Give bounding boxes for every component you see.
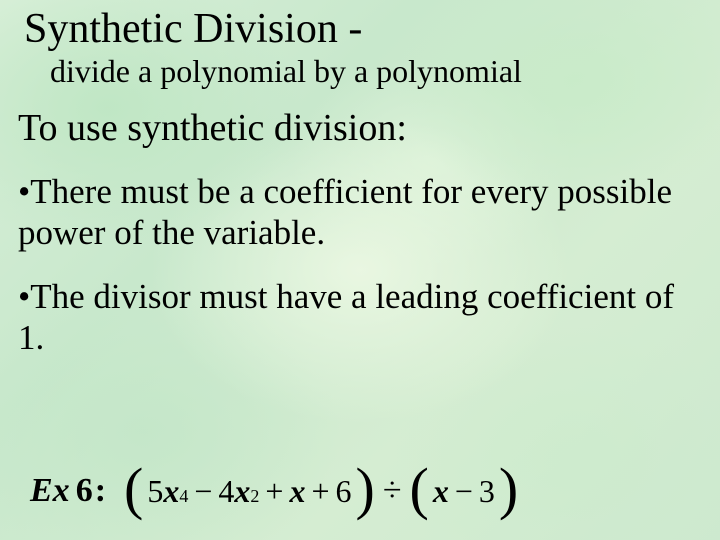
op1: − — [188, 473, 218, 510]
example-colon: : — [95, 472, 106, 510]
example-expression: Ex 6 : ( 5 x4 − 4 x2 + x + 6 ) ÷ ( x − 3… — [30, 462, 518, 520]
op2: + — [259, 473, 289, 510]
t1-var: x — [163, 473, 179, 510]
lparen-2: ( — [409, 460, 428, 518]
rparen-2: ) — [499, 460, 518, 518]
example-number: 6 — [76, 472, 93, 510]
division-sign: ÷ — [375, 472, 410, 510]
divisor: x − 3 — [429, 473, 499, 510]
t3-var: x — [289, 473, 305, 510]
t1-pow: 4 — [179, 486, 188, 507]
t2-var: x — [234, 473, 250, 510]
slide-title: Synthetic Division - — [24, 6, 696, 52]
t2-pow: 2 — [250, 486, 259, 507]
t4: 6 — [335, 473, 351, 510]
rparen-1: ) — [355, 460, 374, 518]
example-label: Ex — [30, 472, 70, 510]
slide-subtitle: divide a polynomial by a polynomial — [50, 54, 696, 89]
op3: + — [305, 473, 335, 510]
t2-coef: 4 — [218, 473, 234, 510]
lparen-1: ( — [124, 460, 143, 518]
bullet-1: •There must be a coefficient for every p… — [18, 171, 696, 254]
div-var: x — [433, 473, 449, 510]
div-c: 3 — [479, 473, 495, 510]
lead-text: To use synthetic division: — [18, 107, 696, 151]
div-op: − — [449, 473, 479, 510]
t1-coef: 5 — [147, 473, 163, 510]
dividend: 5 x4 − 4 x2 + x + 6 — [143, 473, 355, 510]
bullet-2: •The divisor must have a leading coeffic… — [18, 276, 696, 359]
